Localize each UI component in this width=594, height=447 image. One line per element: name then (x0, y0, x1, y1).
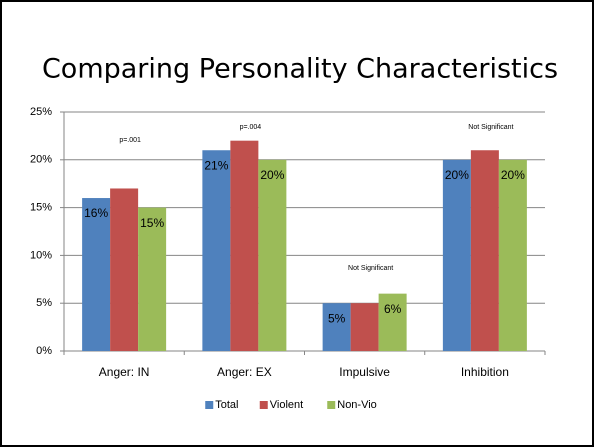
bar (350, 303, 379, 351)
y-tick-label: 0% (36, 345, 52, 357)
data-label: 15% (140, 216, 164, 230)
y-tick-label: 15% (30, 202, 52, 214)
data-label: 20% (445, 168, 469, 182)
bar (82, 198, 111, 351)
data-label: 5% (328, 311, 346, 325)
legend-swatch (259, 401, 268, 409)
y-tick-label: 5% (36, 297, 52, 309)
data-label: 20% (260, 168, 284, 182)
y-tick-label: 20% (30, 154, 52, 166)
legend-swatch (205, 401, 214, 409)
data-label: 20% (501, 168, 525, 182)
x-tick-label: Impulsive (339, 365, 390, 379)
data-label: 21% (204, 158, 228, 172)
bar (202, 150, 231, 351)
x-tick-label: Inhibition (461, 365, 509, 379)
bar (322, 303, 351, 351)
y-tick-label: 25% (30, 106, 52, 118)
x-tick-label: Anger: EX (217, 365, 272, 379)
legend-swatch (327, 401, 336, 409)
bar (378, 293, 407, 351)
bar (470, 150, 499, 351)
annotation: p=.001 (119, 137, 141, 144)
bar (258, 159, 287, 351)
data-label: 6% (384, 302, 402, 316)
data-label: 16% (84, 206, 108, 220)
legend-label: Violent (270, 399, 303, 411)
bar (138, 207, 167, 351)
x-tick-label: Anger: IN (99, 365, 150, 379)
y-tick-label: 10% (30, 249, 52, 261)
bar (230, 140, 259, 351)
chart-title: Comparing Personality Characteristics (42, 54, 558, 85)
annotation: p=.004 (240, 124, 262, 131)
bar (110, 188, 139, 351)
annotation: Not Significant (468, 124, 513, 131)
bar (498, 159, 527, 351)
bar (442, 159, 471, 351)
legend-label: Total (215, 399, 238, 411)
legend-label: Non-Vio (337, 399, 377, 411)
annotation: Not Significant (348, 265, 393, 272)
